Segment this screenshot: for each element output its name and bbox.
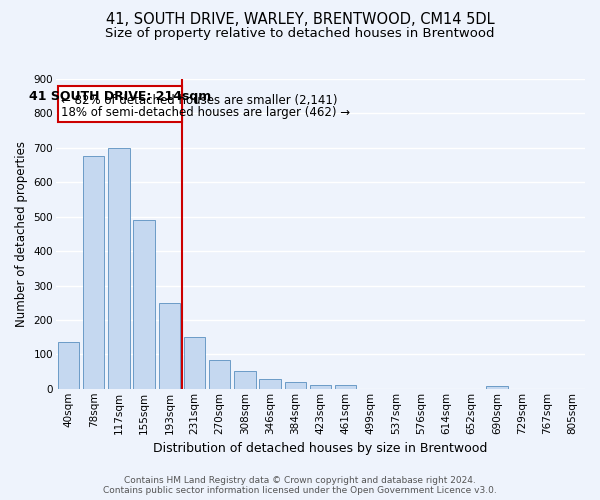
Y-axis label: Number of detached properties: Number of detached properties [15, 141, 28, 327]
Bar [284, 382, 306, 389]
X-axis label: Distribution of detached houses by size in Brentwood: Distribution of detached houses by size … [153, 442, 488, 455]
Text: 41 SOUTH DRIVE: 214sqm: 41 SOUTH DRIVE: 214sqm [29, 90, 211, 104]
Text: 41, SOUTH DRIVE, WARLEY, BRENTWOOD, CM14 5DL: 41, SOUTH DRIVE, WARLEY, BRENTWOOD, CM14… [106, 12, 494, 28]
Bar [335, 386, 356, 389]
Text: ← 82% of detached houses are smaller (2,141): ← 82% of detached houses are smaller (2,… [61, 94, 337, 107]
Bar [133, 220, 155, 389]
Text: Contains HM Land Registry data © Crown copyright and database right 2024.
Contai: Contains HM Land Registry data © Crown c… [103, 476, 497, 495]
Bar [486, 386, 508, 389]
Bar [108, 148, 130, 389]
Bar [209, 360, 230, 389]
Text: 18% of semi-detached houses are larger (462) →: 18% of semi-detached houses are larger (… [61, 106, 350, 119]
Bar [158, 302, 180, 389]
Bar [83, 156, 104, 389]
Bar [184, 337, 205, 389]
Text: Size of property relative to detached houses in Brentwood: Size of property relative to detached ho… [105, 28, 495, 40]
Bar [58, 342, 79, 389]
Bar [310, 384, 331, 389]
FancyBboxPatch shape [58, 86, 182, 122]
Bar [259, 380, 281, 389]
Bar [234, 370, 256, 389]
